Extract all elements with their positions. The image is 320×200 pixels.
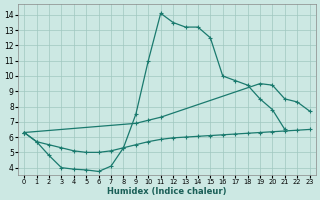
X-axis label: Humidex (Indice chaleur): Humidex (Indice chaleur) — [107, 187, 227, 196]
